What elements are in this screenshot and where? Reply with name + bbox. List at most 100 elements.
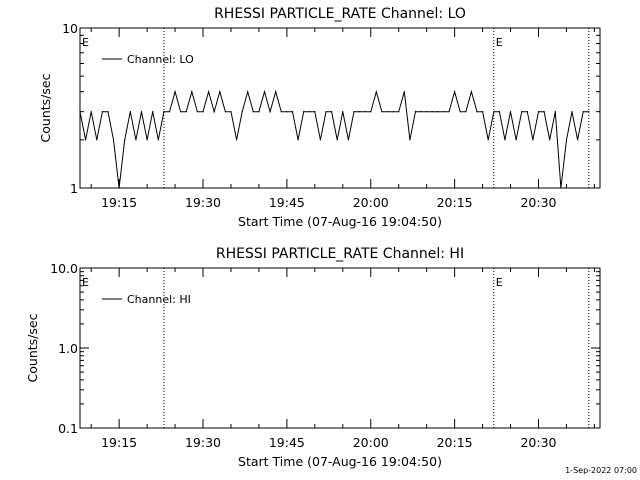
data-point [291, 111, 294, 113]
data-point [560, 187, 562, 189]
data-point [196, 111, 199, 113]
data-point [314, 111, 316, 113]
data-point [577, 139, 579, 141]
data-point [431, 111, 433, 113]
data-point [224, 111, 226, 113]
data-point [364, 111, 366, 113]
marker-letter: E [496, 36, 503, 49]
data-point [442, 111, 445, 113]
data-point [163, 111, 165, 113]
data-point [515, 139, 517, 141]
data-point [129, 111, 131, 113]
data-point [185, 111, 187, 113]
data-point [532, 139, 534, 141]
data-point [582, 111, 584, 113]
x-axis-label: Start Time (07-Aug-16 19:04:50) [238, 454, 442, 469]
data-point [135, 139, 137, 141]
data-point [112, 139, 115, 141]
data-point [588, 111, 590, 113]
y-tick-label: 10.0 [50, 261, 78, 276]
data-point [213, 111, 215, 113]
x-tick-label: 20:00 [353, 435, 389, 450]
data-point [303, 111, 305, 113]
x-tick-label: 20:15 [437, 195, 473, 210]
data-point [297, 139, 299, 141]
data-point [543, 111, 545, 113]
data-point [219, 91, 221, 93]
data-point [571, 111, 573, 113]
data-point [537, 111, 540, 113]
x-tick-label: 20:00 [353, 195, 389, 210]
data-point [481, 111, 484, 113]
data-point [375, 91, 377, 93]
lo-channel-panel: RHESSI PARTICLE_RATE Channel: LO 19:15 19:… [38, 6, 601, 229]
data-point [118, 187, 120, 189]
y-tick-label: 1 [70, 181, 78, 196]
data-point [437, 111, 439, 113]
data-point [347, 139, 349, 141]
hi-channel-panel: RHESSI PARTICLE_RATE Channel: HI 19:15 19:… [25, 246, 601, 469]
data-point [252, 111, 254, 113]
marker-letter: E [82, 36, 89, 49]
data-point [230, 111, 232, 113]
series-line [79, 89, 589, 189]
data-point [381, 111, 383, 113]
chart-title: RHESSI PARTICLE_RATE Channel: HI [216, 246, 464, 262]
data-point [426, 111, 428, 113]
data-point [549, 139, 551, 141]
y-tick-label: 10 [62, 21, 78, 36]
data-point [325, 111, 327, 113]
data-point [470, 91, 472, 93]
data-point [392, 111, 394, 113]
x-tick-label: 19:15 [101, 435, 137, 450]
x-tick-label: 19:15 [101, 195, 137, 210]
data-point [168, 111, 171, 113]
data-point [476, 111, 478, 113]
data-point [353, 111, 355, 113]
y-axis-label: Counts/sec [25, 313, 40, 382]
data-point [308, 111, 310, 113]
x-tick-label: 20:30 [520, 435, 556, 450]
data-point [241, 111, 243, 113]
marker-letter: E [82, 276, 89, 289]
footer-timestamp: 1-Sep-2022 07:00 [565, 466, 637, 475]
y-tick-label: 1.0 [58, 341, 78, 356]
data-point [191, 91, 193, 93]
x-tick-label: 19:30 [185, 435, 221, 450]
x-tick-label: 19:30 [185, 195, 221, 210]
data-point [554, 111, 556, 113]
data-point [202, 111, 204, 113]
marker-letter: E [496, 276, 503, 289]
y-tick-label: 0.1 [58, 421, 78, 436]
x-tick-label: 20:15 [437, 435, 473, 450]
data-point [409, 139, 411, 141]
data-point [174, 91, 176, 93]
data-point [247, 91, 249, 93]
chart-title: RHESSI PARTICLE_RATE Channel: LO [214, 6, 466, 22]
data-point [498, 111, 500, 113]
y-axis-label: Counts/sec [38, 73, 53, 142]
data-point [509, 111, 512, 113]
x-tick-label: 20:30 [520, 195, 556, 210]
data-point [448, 111, 450, 113]
data-point [420, 111, 422, 113]
data-point [454, 91, 456, 93]
data-point [336, 139, 338, 141]
data-point [521, 111, 523, 113]
data-point [414, 111, 417, 113]
data-point [90, 111, 92, 113]
data-point [487, 139, 489, 141]
data-point [465, 111, 467, 113]
data-point [101, 111, 103, 113]
data-point [403, 91, 405, 93]
data-point [286, 111, 288, 113]
data-point [235, 139, 238, 141]
data-point [386, 111, 389, 113]
legend-label: Channel: HI [127, 293, 191, 306]
data-point [180, 111, 182, 113]
data-point [84, 139, 87, 141]
data-point [258, 111, 260, 113]
data-point [493, 111, 495, 113]
data-point [124, 139, 126, 141]
